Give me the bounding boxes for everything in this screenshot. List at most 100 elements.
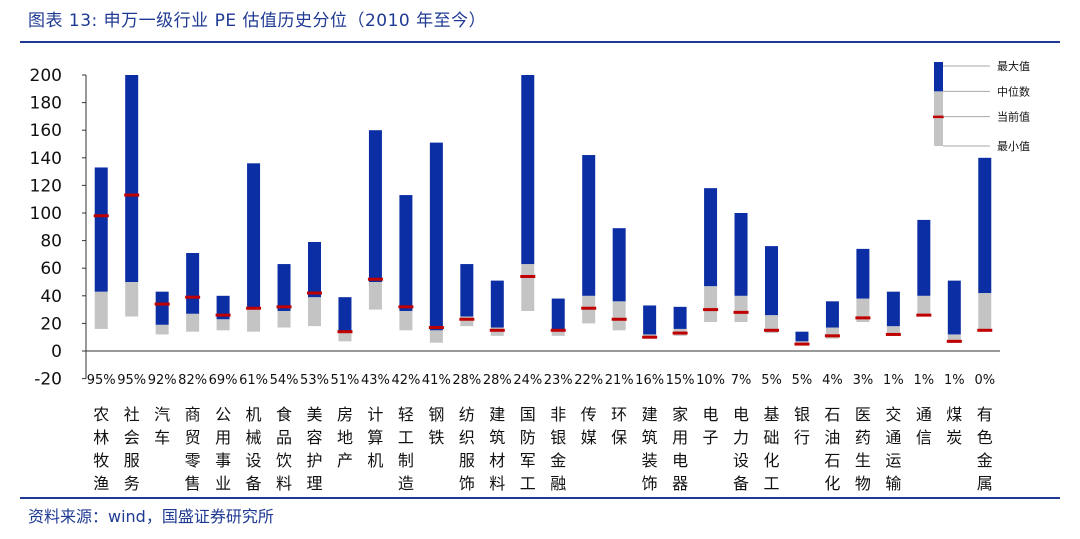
current-value-marker — [824, 334, 840, 338]
bar-min-median-segment — [856, 298, 870, 323]
top-rule — [20, 41, 1060, 43]
category-label: 建筑装饰 — [642, 405, 658, 493]
y-tick-label: 200 — [30, 66, 62, 86]
category-label: 机械设备 — [246, 405, 262, 493]
current-value-marker — [550, 328, 566, 332]
current-value-marker — [276, 305, 292, 309]
bar-median-max-segment — [886, 291, 900, 327]
y-tick-label: 20 — [40, 314, 62, 334]
y-tick-label: -20 — [34, 370, 62, 390]
percentile-label: 4% — [822, 373, 843, 388]
bar-median-max-segment — [247, 163, 261, 310]
current-value-marker — [733, 310, 749, 314]
percentile-label: 15% — [666, 373, 695, 388]
percentile-label: 22% — [574, 373, 603, 388]
percentile-label: 1% — [883, 373, 904, 388]
percentile-label: 16% — [635, 373, 664, 388]
category-label: 纺织服饰 — [459, 405, 475, 493]
bar-median-max-segment — [856, 248, 870, 299]
percentile-label: 28% — [452, 373, 481, 388]
y-tick-label: 180 — [30, 94, 62, 114]
bar-min-median-segment — [704, 286, 718, 323]
category-label: 农林牧渔 — [93, 405, 109, 493]
percentile-label: 0% — [974, 373, 995, 388]
bar-min-median-segment — [460, 316, 474, 327]
percentile-label: 54% — [270, 373, 299, 388]
axis-group: -20 0 20 40 60 80 100 120 140 160 180 200 — [30, 66, 1000, 390]
legend-min-swatch — [934, 91, 943, 146]
category-label: 银行 — [794, 405, 810, 447]
category-label: 国防军工 — [520, 405, 536, 493]
y-tick-label: 160 — [30, 121, 62, 141]
bar-median-max-segment — [429, 142, 443, 331]
bar-min-median-segment — [338, 333, 352, 342]
percentile-label: 5% — [761, 373, 782, 388]
y-tick-label: 140 — [30, 149, 62, 169]
percentile-label: 24% — [513, 373, 542, 388]
bar-min-median-segment — [886, 326, 900, 336]
bar-min-median-segment — [551, 330, 565, 336]
bar-min-median-segment — [947, 334, 961, 343]
category-label: 房地产 — [337, 405, 353, 470]
percentile-label: 1% — [914, 373, 935, 388]
bar-median-max-segment — [399, 195, 413, 311]
legend-current-swatch — [933, 115, 944, 119]
bar-min-median-segment — [734, 295, 748, 323]
bar-median-max-segment — [643, 305, 657, 335]
current-value-marker — [398, 305, 414, 309]
percentile-label: 23% — [544, 373, 573, 388]
current-value-marker — [215, 313, 231, 317]
bar-median-max-segment — [795, 331, 809, 342]
bar-min-median-segment — [308, 297, 321, 327]
bar-median-max-segment — [155, 291, 169, 325]
category-label: 传媒 — [581, 405, 597, 447]
bar-min-median-segment — [978, 293, 992, 331]
bar-min-median-segment — [917, 295, 931, 317]
current-value-marker — [246, 306, 262, 310]
category-label: 公用事业 — [215, 405, 231, 493]
current-value-marker — [916, 313, 932, 317]
bar-median-max-segment — [277, 264, 291, 311]
category-label: 计算机 — [367, 405, 383, 470]
bar-median-max-segment — [582, 155, 596, 296]
percentile-label: 5% — [792, 373, 813, 388]
category-label: 电力设备 — [733, 405, 749, 493]
percentile-label: 92% — [148, 373, 177, 388]
bar-median-max-segment — [308, 241, 321, 298]
bar-min-median-segment — [216, 319, 230, 331]
bar-median-max-segment — [917, 219, 931, 296]
current-value-marker — [794, 342, 810, 346]
labels-group: 95% 农林牧渔 95% 社会服务 92% 汽车 82% 商贸零售 69% 公用事业 61% 机械设备… — [87, 373, 995, 493]
bar-median-max-segment — [673, 306, 687, 329]
bar-median-max-segment — [186, 253, 200, 314]
current-value-marker — [581, 306, 597, 310]
category-label: 轻工制造 — [398, 405, 414, 493]
bar-median-max-segment — [765, 246, 778, 316]
percentile-label: 7% — [731, 373, 752, 388]
bar-min-median-segment — [521, 264, 535, 311]
bar-median-max-segment — [338, 297, 352, 334]
bar-min-median-segment — [125, 282, 139, 317]
chart-title: 图表 13: 申万一级行业 PE 估值历史分位（2010 年至今） — [28, 11, 487, 31]
bar-min-median-segment — [155, 324, 169, 335]
current-value-marker — [611, 317, 627, 321]
category-label: 煤炭 — [946, 405, 962, 447]
current-value-marker — [885, 332, 901, 336]
percentile-label: 53% — [300, 373, 329, 388]
legend-max-swatch — [934, 62, 943, 92]
category-label: 钢铁 — [428, 405, 444, 447]
current-value-marker — [489, 328, 505, 332]
bar-median-max-segment — [825, 301, 839, 328]
current-value-marker — [93, 214, 109, 218]
current-value-marker — [428, 326, 444, 330]
bar-median-max-segment — [734, 213, 748, 296]
bar-median-max-segment — [612, 228, 626, 302]
current-value-marker — [459, 317, 475, 321]
y-tick-label: 120 — [30, 176, 62, 196]
category-label: 建筑材料 — [489, 405, 505, 493]
bar-median-max-segment — [460, 264, 474, 317]
current-value-marker — [307, 291, 322, 295]
current-value-marker — [672, 331, 688, 335]
